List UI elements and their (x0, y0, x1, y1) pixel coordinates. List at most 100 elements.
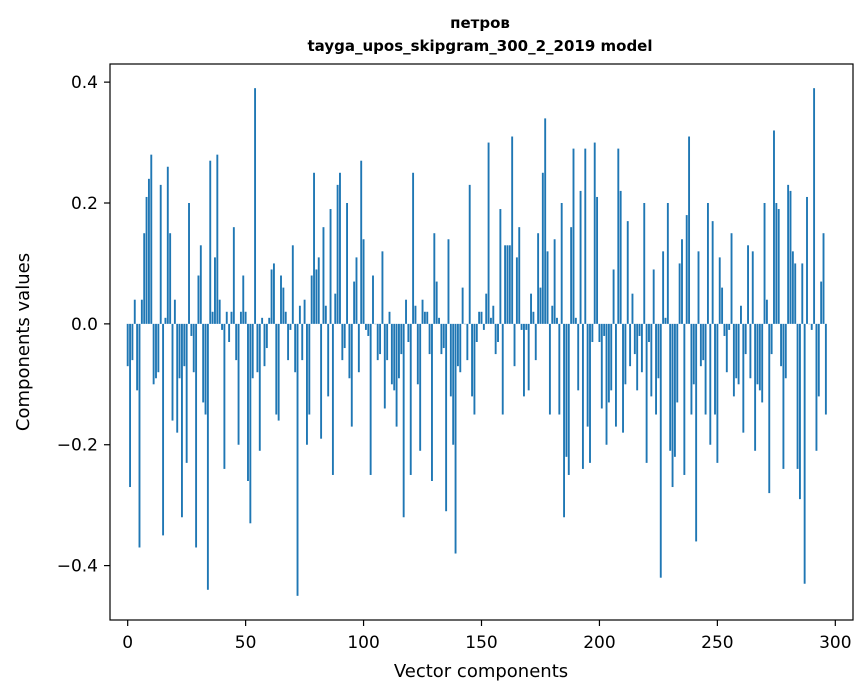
bar (348, 323, 351, 379)
bar (678, 263, 681, 324)
bar (364, 323, 367, 330)
bar (372, 275, 374, 324)
bar (419, 323, 422, 451)
bar (617, 148, 620, 324)
bar (659, 323, 662, 578)
bar (499, 209, 502, 324)
bar (497, 323, 499, 342)
bar (133, 299, 136, 324)
bar (211, 311, 214, 324)
bar (681, 239, 683, 324)
bar (218, 299, 221, 324)
bar (622, 323, 624, 433)
bar (131, 323, 134, 361)
bar (360, 160, 363, 324)
bar (768, 323, 771, 494)
chart-subtitle: tayga_upos_skipgram_300_2_2019 model (308, 37, 653, 55)
bar (765, 299, 768, 324)
bar (395, 323, 398, 427)
bar (251, 323, 254, 379)
bar (513, 323, 516, 367)
bar (612, 269, 615, 324)
bar (152, 323, 155, 385)
bar (235, 323, 238, 361)
bar (393, 323, 396, 391)
bar (756, 323, 759, 385)
bar (584, 148, 587, 324)
bar (362, 239, 365, 324)
bar (482, 323, 485, 330)
bar (692, 323, 695, 385)
bar (398, 323, 400, 379)
bar (683, 323, 686, 475)
bar (239, 311, 242, 324)
bar (282, 287, 285, 324)
bar (369, 323, 372, 475)
bar (331, 323, 334, 475)
bar (155, 323, 157, 379)
bar (685, 215, 688, 324)
bar (577, 323, 580, 391)
bar (586, 323, 589, 427)
bar (801, 263, 804, 324)
bar (197, 275, 200, 324)
bar (176, 323, 179, 433)
bar (758, 323, 761, 391)
bar (633, 323, 636, 355)
bar (690, 323, 693, 415)
bar (789, 190, 792, 324)
bar (688, 136, 691, 324)
bar (162, 323, 165, 536)
bar (386, 323, 389, 361)
bar (216, 154, 219, 324)
x-tick-label: 200 (583, 633, 615, 653)
bar (475, 323, 478, 342)
bar (530, 293, 532, 324)
bar (414, 305, 417, 324)
bar (652, 269, 655, 324)
bar (794, 263, 797, 324)
y-axis-label: Components values (13, 253, 34, 431)
bar (723, 323, 726, 336)
bar (655, 323, 657, 415)
bar (147, 178, 150, 324)
bar (534, 323, 537, 361)
bar (607, 323, 610, 403)
bar (544, 118, 547, 324)
bar (188, 203, 190, 324)
bar (589, 323, 591, 463)
bar (532, 311, 535, 324)
y-axis-ticks: −0.4 −0.2 0.0 0.2 0.4 (57, 73, 110, 577)
bar (289, 323, 292, 330)
bar (761, 323, 764, 403)
bar (261, 317, 264, 324)
bar (145, 196, 148, 324)
bar (263, 323, 266, 367)
bar (353, 281, 356, 324)
bar (817, 323, 820, 397)
bar (520, 323, 523, 330)
bar (287, 323, 290, 361)
bar (662, 251, 665, 324)
bar (178, 323, 181, 379)
bar (770, 323, 773, 355)
bar (523, 323, 525, 397)
bar (556, 317, 558, 324)
bar (506, 245, 509, 324)
bar (442, 323, 445, 349)
bar (732, 323, 735, 397)
bar (537, 233, 540, 324)
bar (570, 227, 573, 324)
bar (435, 281, 438, 324)
bar (598, 323, 601, 342)
bar (501, 323, 504, 415)
bar (169, 233, 172, 324)
bar (492, 305, 495, 324)
bar (624, 323, 627, 385)
bar (671, 323, 674, 488)
bar (806, 196, 808, 324)
y-tick-label: −0.4 (57, 557, 98, 577)
bar (721, 287, 724, 324)
